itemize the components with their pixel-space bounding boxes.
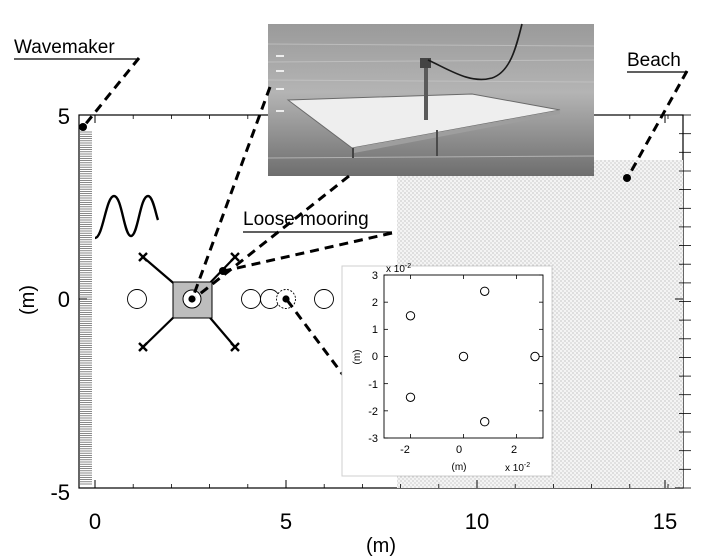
y-tick-label: 0 (58, 287, 70, 312)
y-tick-label: -5 (50, 480, 70, 505)
inset-y-tick-label: -1 (368, 379, 378, 391)
inset-y-tick-label: 2 (372, 297, 378, 309)
inset-y-axis-label: (m) (352, 350, 363, 365)
x-tick-label: 10 (465, 509, 489, 534)
inset-y-tick-label: 3 (372, 270, 378, 282)
inset-point (480, 417, 490, 427)
wave-icon (94, 194, 160, 240)
x-tick-label: 0 (89, 509, 101, 534)
open-circle (127, 289, 147, 309)
open-circle (314, 289, 334, 309)
inset-x-tick-label: 2 (511, 444, 517, 456)
inset-y-tick-label: 1 (372, 324, 378, 336)
wavemaker-marker (79, 123, 87, 131)
inset-y-exponent: x 10-2 (386, 263, 411, 275)
inset-points (405, 286, 540, 427)
beach-marker (623, 174, 631, 182)
inset-y-tick-label: -3 (368, 433, 378, 445)
x-axis-label: (m) (366, 535, 396, 557)
open-circle (241, 289, 261, 309)
x-tick-label: 15 (653, 509, 677, 534)
inset-point (530, 351, 540, 362)
photo-inset (267, 23, 595, 176)
y-axis-label: (m) (17, 285, 39, 315)
anchor-x-marks (138, 252, 240, 352)
loose-mooring-label: Loose mooring (243, 209, 369, 230)
y-tick-label: 5 (58, 104, 70, 129)
inset-point (458, 351, 469, 362)
inset-point (405, 392, 416, 402)
beach-label: Beach (627, 50, 681, 71)
inset-x-axis-label: (m) (452, 462, 467, 473)
marker-dot (188, 295, 196, 303)
inset-point (405, 311, 416, 321)
inset-y-tick-label: 0 (372, 351, 378, 363)
inset-x-exponent: x 10-2 (505, 462, 530, 474)
inset-x-tick-label: -2 (400, 444, 410, 456)
inset-x-tick-label: 0 (456, 444, 462, 456)
x-tick-label: 5 (280, 509, 292, 534)
inset-y-tick-label: -2 (368, 406, 378, 418)
wavemaker-label: Wavemaker (14, 37, 115, 58)
wavemaker-paddle (80, 131, 92, 485)
inset-point (480, 286, 490, 296)
